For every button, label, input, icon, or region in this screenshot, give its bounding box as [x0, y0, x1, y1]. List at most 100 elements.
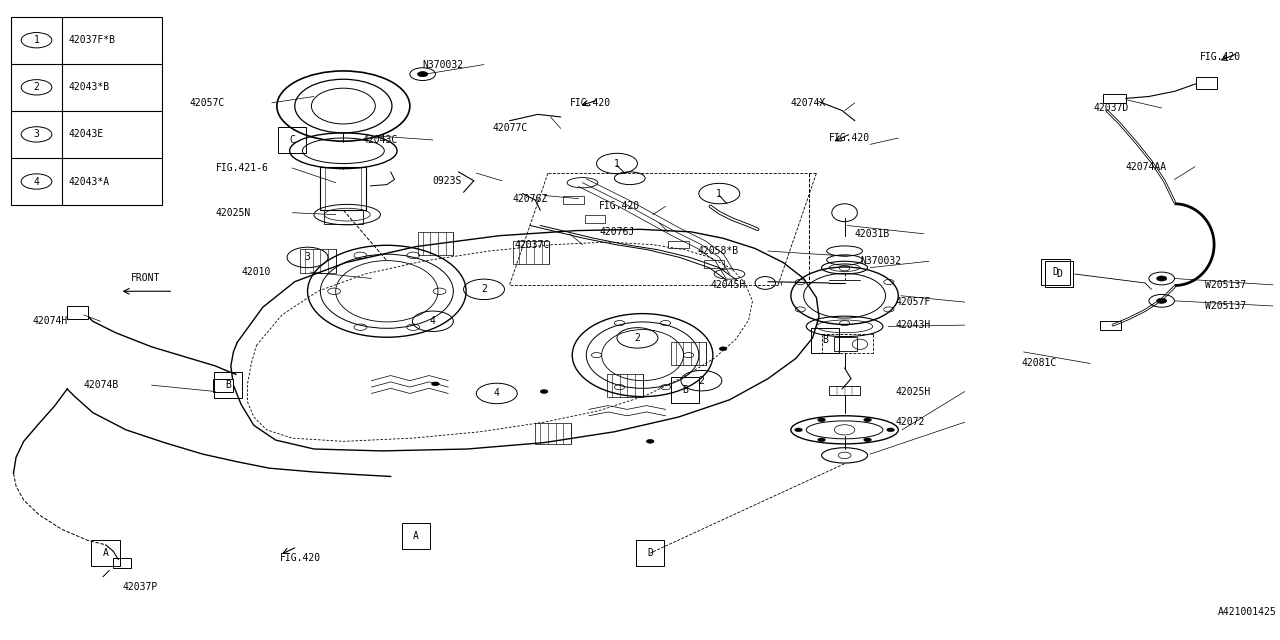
Bar [835, 337, 858, 351]
Text: A: A [102, 548, 109, 558]
Text: 42072: 42072 [896, 417, 925, 427]
Text: 42076Z: 42076Z [512, 194, 548, 204]
Text: FIG.420: FIG.420 [1201, 52, 1242, 62]
Text: A421001425: A421001425 [1219, 607, 1276, 618]
Text: 42074X: 42074X [791, 98, 826, 108]
Text: 42037D: 42037D [1094, 103, 1129, 113]
Circle shape [818, 418, 826, 422]
Text: 42058*B: 42058*B [698, 246, 739, 256]
Bar [91, 540, 119, 566]
Text: FIG.421-6: FIG.421-6 [215, 163, 269, 173]
Bar [300, 249, 335, 273]
Text: D: D [648, 548, 653, 558]
Bar [1101, 321, 1121, 330]
Circle shape [887, 428, 895, 432]
Text: 3: 3 [305, 252, 311, 262]
Bar [585, 215, 605, 223]
Bar [320, 167, 366, 210]
Bar [636, 540, 664, 566]
Text: 42057C: 42057C [189, 98, 225, 108]
Circle shape [417, 72, 428, 77]
Text: 42074B: 42074B [83, 380, 119, 390]
Text: 2: 2 [33, 83, 40, 92]
Bar [67, 306, 87, 319]
Text: 4: 4 [33, 177, 40, 186]
Bar [829, 386, 860, 396]
Circle shape [431, 382, 439, 386]
Circle shape [719, 347, 727, 351]
Text: 42076J: 42076J [599, 227, 635, 237]
Text: 42031B: 42031B [855, 228, 890, 239]
Bar [402, 523, 430, 548]
Circle shape [1157, 276, 1167, 281]
Text: 42043C: 42043C [362, 135, 398, 145]
Text: 2: 2 [481, 284, 486, 294]
Bar [12, 17, 161, 205]
Circle shape [646, 440, 654, 444]
Circle shape [818, 438, 826, 442]
Text: FIG.420: FIG.420 [279, 552, 320, 563]
Text: D: D [1052, 267, 1059, 277]
Bar [704, 260, 724, 268]
Text: 42037P: 42037P [122, 582, 157, 592]
Bar [1103, 94, 1126, 103]
Text: FRONT: FRONT [131, 273, 160, 283]
Text: 42074H: 42074H [33, 316, 68, 326]
Text: 42057F: 42057F [896, 297, 931, 307]
Circle shape [864, 418, 872, 422]
Bar [212, 379, 233, 392]
Bar [1046, 261, 1074, 287]
Text: 4: 4 [494, 388, 499, 399]
Text: B: B [682, 385, 687, 396]
Text: 0923S: 0923S [433, 176, 462, 186]
Text: 1: 1 [33, 35, 40, 45]
Bar [417, 232, 453, 255]
Bar [563, 196, 584, 204]
Bar [1197, 77, 1217, 89]
Bar [1042, 259, 1070, 285]
Text: N370032: N370032 [860, 256, 901, 266]
Text: 2: 2 [635, 333, 640, 343]
Circle shape [864, 438, 872, 442]
Bar [513, 241, 549, 264]
Text: 42025N: 42025N [215, 208, 251, 218]
Bar [324, 210, 362, 224]
Bar [671, 342, 707, 365]
Text: 4: 4 [430, 316, 435, 326]
Text: W205137: W205137 [1206, 301, 1247, 311]
Text: 42081C: 42081C [1021, 358, 1056, 369]
Text: 2: 2 [699, 376, 704, 386]
Text: FIG.420: FIG.420 [599, 202, 640, 211]
Text: 42010: 42010 [241, 267, 270, 277]
Text: FIG.420: FIG.420 [829, 133, 870, 143]
Text: 42074AA: 42074AA [1126, 162, 1167, 172]
Text: 42043*B: 42043*B [68, 83, 110, 92]
Text: 42043E: 42043E [68, 129, 104, 140]
Bar [278, 127, 306, 153]
Text: 42043H: 42043H [896, 320, 931, 330]
Text: 42043*A: 42043*A [68, 177, 110, 186]
Text: N370032: N370032 [422, 60, 463, 70]
Text: FIG.420: FIG.420 [570, 98, 611, 108]
Circle shape [540, 390, 548, 394]
Text: 42025H: 42025H [896, 387, 931, 397]
Text: 42037F*B: 42037F*B [68, 35, 115, 45]
Text: A: A [413, 531, 419, 541]
Text: 42045H: 42045H [710, 280, 745, 290]
Text: W205137: W205137 [1206, 280, 1247, 290]
Bar [214, 372, 242, 398]
Text: 42037C: 42037C [515, 239, 550, 250]
Text: C: C [289, 135, 296, 145]
Text: B: B [225, 380, 232, 390]
Text: 1: 1 [717, 189, 722, 198]
Bar [671, 378, 699, 403]
Text: B: B [823, 335, 828, 346]
Text: 1: 1 [614, 159, 620, 168]
Bar [607, 374, 643, 397]
Circle shape [1157, 298, 1167, 303]
Text: D: D [1056, 269, 1062, 279]
Bar [812, 328, 840, 353]
Text: 3: 3 [33, 129, 40, 140]
Circle shape [795, 428, 803, 432]
Bar [668, 241, 689, 248]
